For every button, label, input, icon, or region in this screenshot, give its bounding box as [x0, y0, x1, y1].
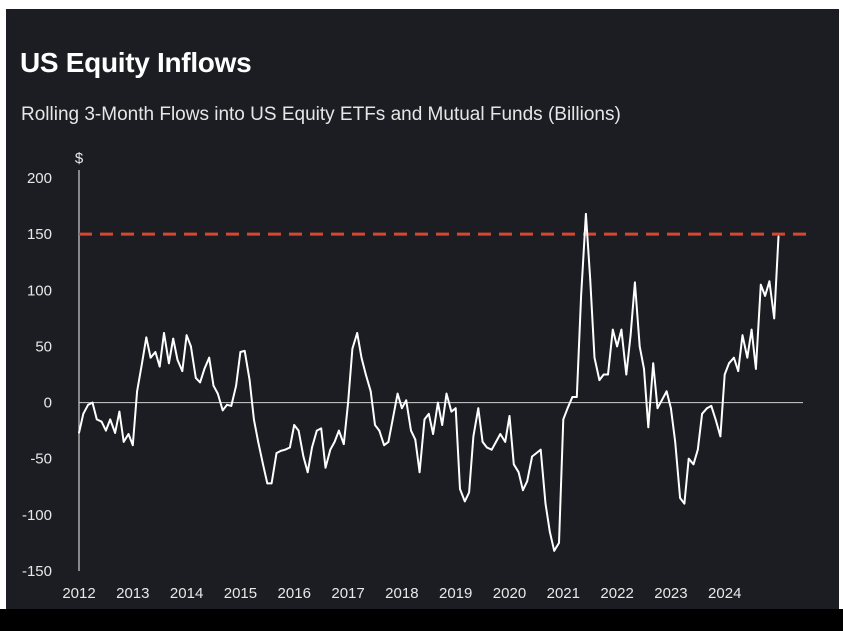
x-tick-label: 2017 [331, 585, 364, 602]
chart-title: US Equity Inflows [20, 47, 252, 78]
y-tick-label: -100 [22, 507, 52, 524]
data-points [78, 213, 780, 552]
y-tick-label: 200 [27, 170, 52, 187]
x-tick-label: 2021 [547, 585, 580, 602]
y-unit-label: $ [75, 150, 84, 167]
x-tick-label: 2023 [654, 585, 687, 602]
y-tick-label: 100 [27, 282, 52, 299]
y-tick-label: 150 [27, 226, 52, 243]
x-tick-label: 2014 [170, 585, 203, 602]
x-tick-label: 2022 [600, 585, 633, 602]
x-tick-label: 2019 [439, 585, 472, 602]
y-tick-label: -50 [30, 451, 52, 468]
series-line [78, 212, 780, 552]
y-tick-label: -150 [22, 563, 52, 580]
chart-subtitle: Rolling 3-Month Flows into US Equity ETF… [21, 104, 621, 125]
x-tick-label: 2018 [385, 585, 418, 602]
x-axis-ticks: 2012 2013 2014 2015 2016 2017 2018 2019 2020 2021… [62, 585, 741, 602]
y-tick-label: 0 [44, 395, 52, 412]
x-tick-label: 2012 [62, 585, 95, 602]
x-tick-label: 2024 [708, 585, 741, 602]
chart-panel [6, 9, 839, 609]
y-tick-label: 50 [35, 338, 52, 355]
x-tick-label: 2015 [224, 585, 257, 602]
bottom-bar [0, 609, 843, 631]
x-tick-label: 2016 [278, 585, 311, 602]
y-axis-ticks: -150 -100 -50 0 50 100 150 200 [22, 170, 52, 580]
x-tick-label: 2013 [116, 585, 149, 602]
x-tick-label: 2020 [493, 585, 526, 602]
